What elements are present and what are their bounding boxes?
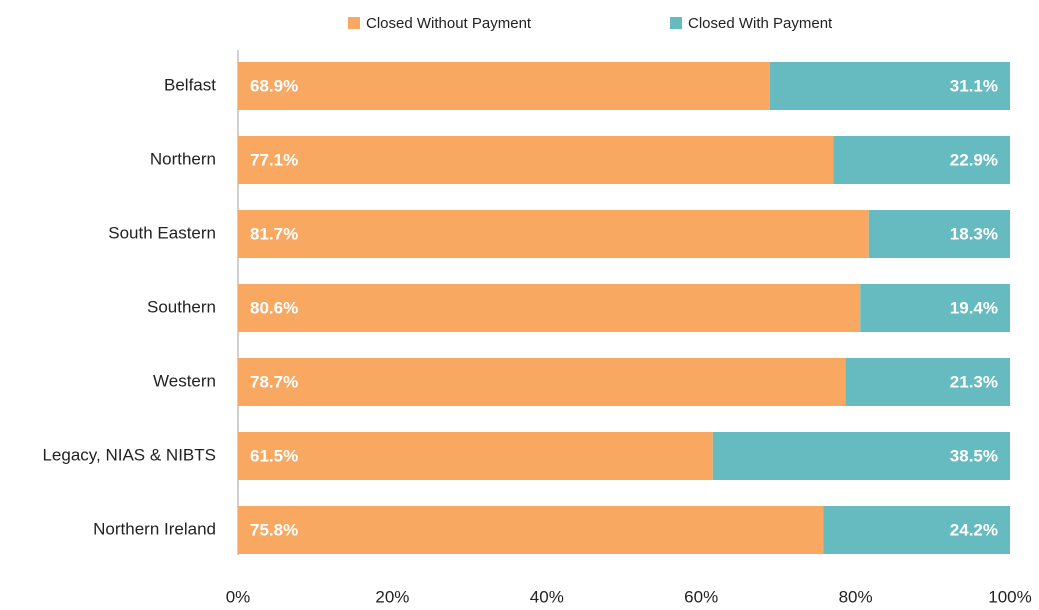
- data-label: 78.7%: [250, 372, 298, 391]
- x-tick-label: 20%: [375, 587, 409, 606]
- x-tick-label: 40%: [530, 587, 564, 606]
- legend-label: Closed Without Payment: [366, 15, 532, 32]
- data-label: 77.1%: [250, 150, 298, 169]
- bar-segment: [860, 284, 1010, 332]
- legend-label: Closed With Payment: [688, 15, 833, 32]
- bar-segment: [712, 432, 1010, 480]
- data-label: 24.2%: [950, 520, 998, 539]
- legend-swatch: [670, 17, 682, 29]
- y-tick-label: South Eastern: [108, 223, 216, 242]
- bar-segment: [238, 62, 770, 110]
- bar-segment: [769, 62, 1010, 110]
- bar-segment: [823, 506, 1010, 554]
- x-tick-label: 60%: [684, 587, 718, 606]
- bar-segment: [238, 358, 846, 406]
- bar-segment: [845, 358, 1010, 406]
- y-tick-label: Northern Ireland: [93, 519, 216, 538]
- bar-segment: [238, 210, 869, 258]
- data-label: 75.8%: [250, 520, 298, 539]
- bar-segment: [868, 210, 1010, 258]
- x-tick-label: 80%: [839, 587, 873, 606]
- data-label: 61.5%: [250, 446, 298, 465]
- data-label: 81.7%: [250, 224, 298, 243]
- bar-segment: [238, 284, 861, 332]
- x-tick-label: 100%: [988, 587, 1031, 606]
- y-tick-label: Belfast: [164, 75, 216, 94]
- bar-segment: [833, 136, 1010, 184]
- data-label: 38.5%: [950, 446, 998, 465]
- data-label: 68.9%: [250, 76, 298, 95]
- y-tick-label: Southern: [147, 297, 216, 316]
- data-label: 31.1%: [950, 76, 998, 95]
- data-label: 80.6%: [250, 298, 298, 317]
- legend-swatch: [348, 17, 360, 29]
- bar-segment: [238, 432, 713, 480]
- bar-segment: [238, 136, 834, 184]
- data-label: 21.3%: [950, 372, 998, 391]
- data-label: 19.4%: [950, 298, 998, 317]
- data-label: 18.3%: [950, 224, 998, 243]
- x-tick-label: 0%: [226, 587, 251, 606]
- y-tick-label: Legacy, NIAS & NIBTS: [42, 445, 216, 464]
- data-label: 22.9%: [950, 150, 998, 169]
- y-tick-label: Western: [153, 371, 216, 390]
- y-tick-label: Northern: [150, 149, 216, 168]
- bar-segment: [238, 506, 824, 554]
